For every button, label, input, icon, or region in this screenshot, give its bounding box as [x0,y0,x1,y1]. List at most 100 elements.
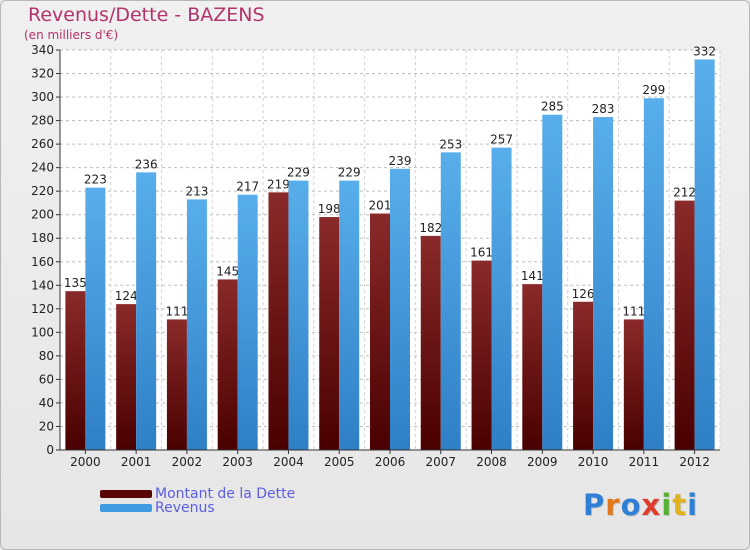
data-label: 182 [419,221,442,235]
data-label: 239 [389,154,412,168]
proxiti-logo: Proxiti [583,488,698,522]
bar-dette [674,200,695,450]
bar-revenus [542,114,563,451]
x-tick-label: 2003 [222,455,253,469]
bar-dette [319,217,340,450]
legend-swatch-revenus [100,504,152,512]
axes: 0 20 40 60 80 100 120 140 160 180 200 220 240 260 280 3… [31,43,720,469]
x-tick-label: 2005 [324,455,355,469]
bar-dette [217,279,238,450]
y-tick-label: 60 [39,372,54,386]
data-label: 161 [470,246,493,260]
y-tick-label: 140 [31,278,54,292]
data-label: 257 [490,133,513,147]
x-tick-label: 2008 [476,455,507,469]
bar-dette [268,192,289,450]
logo-letter: o [620,488,642,522]
legend-swatch-dette [100,490,152,498]
logo-letter: t [672,488,688,522]
data-label: 253 [439,137,462,151]
y-tick-label: 160 [31,255,54,269]
bar-revenus [593,117,614,450]
logo-letter: r [605,488,621,522]
bar-revenus [136,172,157,450]
data-label: 111 [165,304,188,318]
data-label: 223 [84,173,107,187]
y-tick-label: 120 [31,302,54,316]
data-label: 217 [236,180,259,194]
y-tick-label: 320 [31,67,54,81]
y-tick-label: 340 [31,43,54,57]
x-tick-label: 2009 [527,455,558,469]
bar-dette [623,319,644,450]
bar-revenus [85,187,106,450]
chart-subtitle: (en milliers d'€) [24,28,119,42]
legend-item-revenus: Revenus [100,500,215,516]
data-label: 229 [338,166,361,180]
bar-dette [522,284,543,450]
data-label: 126 [572,287,595,301]
data-label: 229 [287,166,310,180]
data-label: 299 [642,83,665,97]
data-label: 219 [267,177,290,191]
bar-dette [65,291,86,450]
data-label: 141 [521,269,544,283]
bar-revenus [339,180,360,450]
bar-revenus [237,194,258,450]
bar-dette [370,213,390,450]
bar-revenus [491,147,512,450]
chart-title: Revenus/Dette - BAZENS [28,4,265,26]
logo-letter: i [687,488,699,522]
legend-label-revenus: Revenus [155,500,215,516]
bar-dette [471,260,492,450]
data-label: 198 [318,202,341,216]
bar-dette [116,304,137,450]
logo-letter: x [641,488,662,522]
x-tick-label: 2011 [629,455,660,469]
y-tick-label: 200 [31,208,54,222]
x-tick-label: 2000 [70,455,101,469]
data-label: 236 [135,157,158,171]
y-tick-label: 100 [31,325,54,339]
y-tick-label: 40 [39,396,54,410]
bar-revenus [643,98,664,450]
data-label: 145 [216,264,239,278]
y-tick-label: 220 [31,184,54,198]
logo-letter: P [583,488,606,522]
data-label: 111 [622,304,645,318]
y-tick-label: 280 [31,114,54,128]
bar-dette [420,235,441,450]
x-tick-label: 2004 [273,455,304,469]
bar-dette [573,301,594,450]
y-tick-label: 260 [31,137,54,151]
y-tick-label: 300 [31,90,54,104]
legend-label-dette: Montant de la Dette [155,486,296,502]
data-label: 201 [369,199,392,213]
x-tick-label: 2006 [375,455,406,469]
data-label: 213 [185,184,208,198]
x-tick-label: 2007 [425,455,456,469]
x-tick-label: 2010 [578,455,609,469]
legend-item-dette: Montant de la Dette [100,486,296,502]
data-label: 124 [115,289,138,303]
y-tick-label: 240 [31,161,54,175]
y-tick-label: 20 [39,419,54,433]
y-tick-label: 0 [46,443,54,457]
x-tick-label: 2001 [121,455,152,469]
data-label: 283 [592,102,615,116]
bar-revenus [390,168,410,450]
data-label: 212 [673,186,696,200]
data-label: 285 [541,100,564,114]
x-tick-label: 2002 [172,455,203,469]
data-label: 332 [693,44,716,58]
bar-revenus [288,180,309,450]
data-label: 135 [64,276,87,290]
bar-revenus [440,152,461,450]
bar-revenus [186,199,207,450]
y-tick-label: 180 [31,231,54,245]
y-tick-label: 80 [39,349,54,363]
bar-revenus [694,59,715,450]
logo-letter: i [661,488,673,522]
